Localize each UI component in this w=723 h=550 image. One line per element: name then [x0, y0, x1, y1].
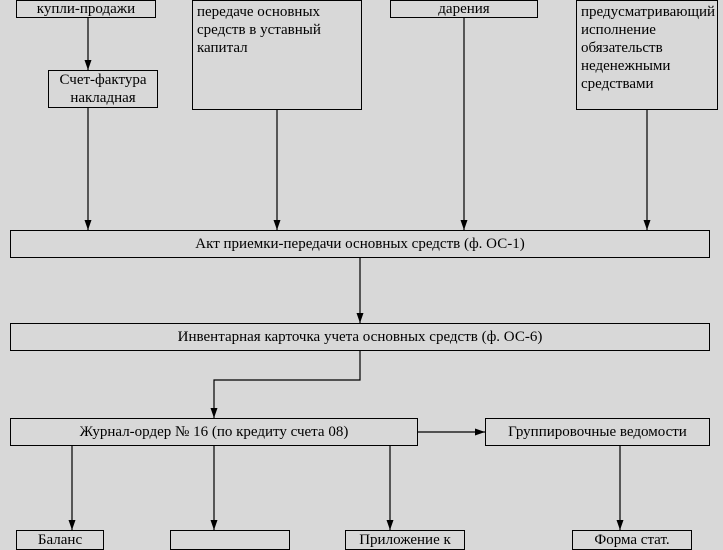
node-n_predus: предусматривающий исполнение обязательст…	[576, 0, 718, 110]
node-n_kupli: купли-продажи	[16, 0, 156, 18]
node-n_forma: Форма стат.	[572, 530, 692, 550]
node-label: Группировочные ведомости	[508, 423, 687, 441]
node-label: передаче основных средств в уставный кап…	[197, 3, 357, 57]
node-label: купли-продажи	[37, 0, 135, 18]
edge-n_inv-n_zhurnal	[214, 351, 360, 418]
node-n_peredacha: передаче основных средств в уставный кап…	[192, 0, 362, 110]
flowchart-canvas: купли-продажи передаче основных средств в…	[0, 0, 723, 550]
node-n_grup: Группировочные ведомости	[485, 418, 710, 446]
node-label: Акт приемки-передачи основных средств (ф…	[195, 235, 524, 253]
node-label: Журнал-ордер № 16 (по кредиту счета 08)	[80, 423, 349, 441]
node-n_schet: Счет-фактура накладная	[48, 70, 158, 108]
node-n_balans: Баланс	[16, 530, 104, 550]
node-n_zhurnal: Журнал-ордер № 16 (по кредиту счета 08)	[10, 418, 418, 446]
node-label: Баланс	[38, 531, 82, 549]
node-n_inv: Инвентарная карточка учета основных сред…	[10, 323, 710, 351]
node-n_blank	[170, 530, 290, 550]
node-n_pril: Приложение к	[345, 530, 465, 550]
node-n_dareniya: дарения	[390, 0, 538, 18]
node-label: дарения	[438, 0, 489, 18]
node-label: Счет-фактура накладная	[53, 71, 153, 107]
node-label: Приложение к	[359, 531, 451, 549]
node-label: Форма стат.	[594, 531, 669, 549]
node-label: предусматривающий исполнение обязательст…	[581, 3, 715, 93]
node-label: Инвентарная карточка учета основных сред…	[178, 328, 543, 346]
node-n_akt: Акт приемки-передачи основных средств (ф…	[10, 230, 710, 258]
